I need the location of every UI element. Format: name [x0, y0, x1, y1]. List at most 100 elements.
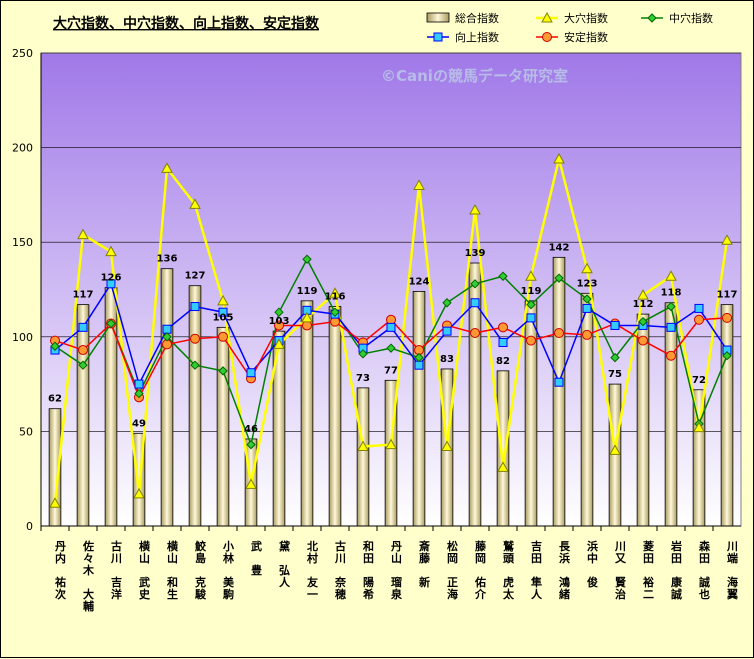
- marker-square: [666, 322, 676, 332]
- marker-triangle: [245, 478, 257, 489]
- x-tick-char: 山: [166, 551, 179, 564]
- x-tick-label: 佐々木 大輔: [82, 539, 96, 612]
- marker-square: [190, 302, 200, 312]
- x-tick-char: 藤: [418, 551, 431, 564]
- x-tick-char: 林: [222, 551, 235, 564]
- marker-square: [218, 307, 228, 317]
- bar: [188, 285, 202, 527]
- x-tick-label: 横山 武史: [138, 539, 151, 600]
- x-tick-char: 島: [194, 551, 207, 564]
- marker-diamond: [246, 439, 256, 450]
- x-tick-char: 奈: [334, 575, 348, 588]
- data-label: 117: [717, 290, 738, 301]
- marker-diamond: [722, 351, 732, 361]
- legend-label: 総合指数: [455, 11, 499, 25]
- marker-circle: [470, 328, 480, 339]
- x-tick-char: [726, 565, 739, 576]
- data-label: 73: [356, 373, 370, 384]
- x-tick-label: 丹内 祐次: [54, 540, 67, 600]
- data-label: 117: [73, 290, 94, 301]
- marker-triangle: [189, 198, 201, 209]
- x-tick-char: 介: [474, 587, 488, 599]
- x-tick-char: 誠: [698, 575, 711, 588]
- marker-square: [106, 279, 116, 289]
- x-tick-char: [390, 565, 403, 576]
- x-tick-label: 鮫島 克駿: [194, 539, 207, 600]
- marker-diamond: [666, 301, 676, 312]
- x-tick-label: 鷲頭 虎太: [502, 539, 516, 600]
- marker-circle: [542, 32, 552, 42]
- marker-square: [78, 322, 88, 332]
- x-tick-char: 武: [250, 539, 263, 552]
- marker-diamond: [526, 299, 536, 310]
- x-tick-label: 菱田 裕二: [642, 539, 656, 599]
- data-label: 46: [244, 424, 258, 435]
- x-tick-label: 川又 賢治: [614, 540, 628, 600]
- x-tick-label: 斎藤 新: [418, 539, 431, 588]
- x-tick-char: 村: [306, 551, 319, 564]
- x-tick-char: 太: [502, 587, 516, 600]
- x-tick-char: [586, 565, 599, 576]
- data-label: 83: [440, 354, 454, 365]
- x-tick-char: 和: [362, 539, 375, 552]
- x-tick-char: [166, 565, 179, 576]
- x-tick-label: 岩田 康誠: [670, 539, 684, 600]
- marker-square: [470, 298, 480, 308]
- marker-circle: [78, 345, 88, 356]
- x-tick-char: 史: [138, 587, 151, 600]
- x-tick-char: 生: [166, 587, 179, 600]
- x-tick-char: 祐: [54, 575, 67, 588]
- bar: [720, 304, 734, 527]
- x-tick-char: 鮫: [194, 539, 207, 552]
- marker-square: [134, 379, 144, 389]
- legend-label: 中穴指数: [669, 11, 713, 25]
- x-tick-char: 武: [138, 575, 151, 588]
- x-tick-char: 木: [82, 563, 96, 576]
- x-tick-char: [278, 553, 291, 564]
- marker-triangle: [553, 152, 565, 164]
- legend-swatch: [426, 12, 450, 23]
- x-tick-char: 岩: [670, 539, 684, 552]
- x-tick-char: 田: [642, 552, 655, 564]
- x-tick-char: 鷲: [502, 539, 515, 552]
- data-label: 112: [633, 299, 654, 310]
- marker-triangle: [609, 444, 621, 455]
- marker-triangle: [721, 234, 733, 245]
- x-tick-char: 藤: [474, 539, 487, 552]
- data-label: 127: [185, 271, 206, 282]
- x-tick-char: 裕: [642, 575, 656, 588]
- x-tick-char: 一: [306, 589, 319, 600]
- marker-square: [582, 303, 592, 313]
- x-tick-char: [418, 565, 431, 576]
- x-tick-char: [194, 565, 207, 576]
- x-tick-char: 山: [138, 551, 151, 564]
- x-tick-char: 長: [558, 540, 571, 552]
- marker-triangle: [441, 440, 453, 452]
- x-tick-label: 吉田 隼人: [530, 539, 544, 599]
- x-tick-char: [362, 565, 375, 576]
- x-tick-char: [614, 565, 627, 576]
- x-tick-char: 田: [362, 552, 375, 564]
- bar: [356, 387, 370, 527]
- x-tick-char: [530, 565, 543, 576]
- marker-circle: [722, 312, 732, 323]
- x-tick-char: 田: [670, 552, 683, 564]
- marker-square: [526, 313, 536, 323]
- marker-triangle: [105, 245, 117, 257]
- marker-circle: [638, 335, 648, 346]
- x-tick-char: 人: [530, 587, 543, 599]
- x-tick-label: 川端 海翼: [726, 540, 740, 600]
- bar: [328, 306, 342, 527]
- data-label: 124: [409, 276, 430, 287]
- x-tick-char: 人: [278, 575, 291, 587]
- x-tick-char: 岡: [474, 552, 487, 564]
- bar: [636, 313, 650, 527]
- x-tick-char: 横: [166, 539, 179, 552]
- marker-triangle: [541, 11, 553, 23]
- x-tick-label: 北村 友一: [306, 539, 319, 599]
- x-tick-char: 端: [726, 551, 739, 564]
- x-tick-char: 穂: [334, 587, 347, 600]
- bar: [608, 383, 622, 527]
- x-tick-char: 和: [166, 575, 179, 588]
